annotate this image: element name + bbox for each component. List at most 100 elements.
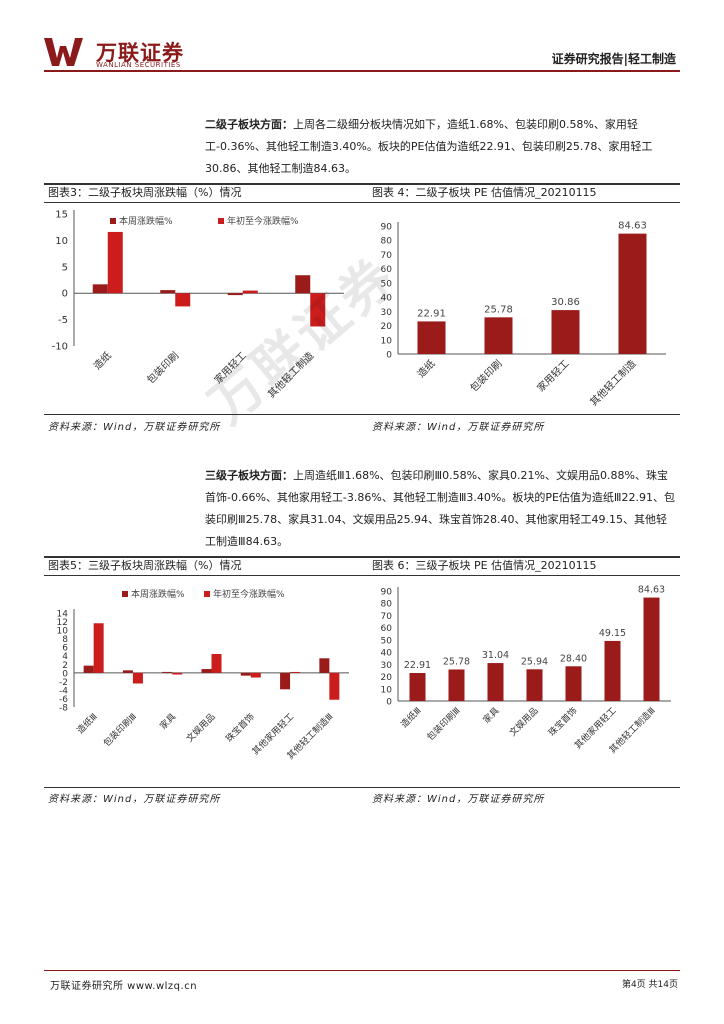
y-tick-label: 30 <box>381 308 393 318</box>
data-label: 84.63 <box>618 221 647 232</box>
y-tick-label: 80 <box>381 237 393 247</box>
figure-bottom-rule <box>44 414 680 415</box>
x-tick-label: 家用轻工 <box>534 357 571 394</box>
figure-4-source: 资料来源：Wind，万联证券研究所 <box>372 422 545 433</box>
chart-tertiary-pe: 90 80 70 60 50 40 30 20 10 0 22.91 25.78 31.04 25.94 2… <box>381 585 671 756</box>
y-tick-label: -5 <box>58 315 68 326</box>
bar <box>201 669 212 673</box>
bar <box>409 672 426 701</box>
footer-rule <box>44 970 680 971</box>
paragraph-lead: 二级子板块方面： <box>205 118 293 131</box>
y-tick-label: 10 <box>381 685 393 695</box>
y-tick-label: 40 <box>381 294 393 304</box>
bar <box>92 284 108 294</box>
bar <box>565 666 582 701</box>
y-tick-label: 10 <box>55 236 68 247</box>
bar <box>132 672 143 684</box>
figure-3-title: 图表3：二级子板块周涨跌幅（%）情况 <box>48 186 242 199</box>
y-tick-label: 60 <box>381 624 393 634</box>
y-tick-label: 4 <box>62 652 68 662</box>
y-tick-label: 90 <box>381 223 393 233</box>
figure-top-rule <box>44 556 680 558</box>
data-label: 31.04 <box>482 650 509 661</box>
bar <box>551 310 580 354</box>
data-label: 25.78 <box>484 304 513 315</box>
bar <box>290 671 301 673</box>
data-label: 30.86 <box>551 297 580 308</box>
y-tick-label: -2 <box>59 678 68 688</box>
bar <box>83 665 94 673</box>
x-tick-label: 包装印刷 <box>467 357 504 394</box>
y-tick-label: 8 <box>62 635 68 645</box>
bar <box>175 293 191 307</box>
data-label: 84.63 <box>638 585 665 596</box>
bar <box>160 290 176 294</box>
x-tick-label: 珠宝首饰 <box>546 705 580 739</box>
x-tick-label: 包装印刷Ⅲ <box>424 705 462 743</box>
bar <box>240 672 251 676</box>
bar <box>211 654 222 673</box>
y-tick-label: 10 <box>57 627 69 637</box>
y-tick-label: -8 <box>59 704 68 714</box>
y-tick-label: 60 <box>381 265 393 275</box>
y-tick-label: 0 <box>386 698 392 708</box>
y-tick-label: 70 <box>381 251 393 261</box>
y-tick-label: 90 <box>381 588 393 598</box>
x-tick-label: 文娱用品 <box>184 711 218 745</box>
y-tick-label: 12 <box>57 618 68 628</box>
bar <box>526 669 543 701</box>
legend-swatch <box>122 591 128 597</box>
figure-title-rule <box>44 575 680 576</box>
y-tick-label: -10 <box>52 342 68 353</box>
data-label: 49.15 <box>599 628 626 639</box>
paragraph-text: 上周造纸Ⅲ1.68%、包装印刷Ⅲ0.58%、家具0.21%、文娱用品0.88%、… <box>205 469 676 548</box>
page-number: 第4页 共14页 <box>621 980 678 990</box>
y-tick-label: 0 <box>62 289 68 300</box>
y-tick-label: 0 <box>62 669 68 679</box>
y-tick-label: 50 <box>381 279 393 289</box>
x-tick-label: 文娱用品 <box>507 705 541 739</box>
bar <box>487 663 504 701</box>
figure-bottom-rule <box>44 787 680 788</box>
y-tick-label: 70 <box>381 612 393 622</box>
data-label: 22.91 <box>417 308 446 319</box>
bar <box>618 233 647 354</box>
legend-swatch <box>218 218 224 224</box>
y-tick-label: 5 <box>62 262 68 273</box>
x-tick-label: 珠宝首饰 <box>223 711 257 745</box>
y-tick-label: 15 <box>55 210 68 221</box>
report-type: 证券研究报告|轻工制造 <box>551 52 676 66</box>
y-tick-label: 6 <box>62 644 68 654</box>
chart-secondary-pe: 90 80 70 60 50 40 30 20 10 0 22.91 25.78 30.86 84.63 造… <box>381 221 666 409</box>
figure-title-rule <box>44 202 680 203</box>
wanlian-logo-icon <box>44 38 83 66</box>
y-tick-label: 20 <box>381 322 393 332</box>
figure-5-title: 图表5：三级子板块周涨跌幅（%）情况 <box>48 559 242 572</box>
data-label: 25.78 <box>443 656 470 667</box>
bar <box>227 293 243 296</box>
y-tick-label: -4 <box>59 686 68 696</box>
bar <box>162 671 173 673</box>
paragraph-text: 上周各二级细分板块情况如下，造纸1.68%、包装印刷0.58%、家用轻工-0.3… <box>205 118 653 175</box>
y-tick-label: 20 <box>381 673 393 683</box>
figure-6-source: 资料来源：Wind，万联证券研究所 <box>372 794 545 805</box>
y-tick-label: 2 <box>62 661 68 671</box>
bar <box>448 669 465 701</box>
data-label: 28.40 <box>560 653 587 664</box>
y-tick-label: 30 <box>381 661 393 671</box>
bar <box>250 672 261 678</box>
x-tick-label: 包装印刷Ⅲ <box>101 711 139 749</box>
x-tick-label: 造纸Ⅲ <box>398 705 424 731</box>
figure-3-source: 资料来源：Wind，万联证券研究所 <box>48 422 221 433</box>
bar <box>329 672 340 700</box>
legend-swatch <box>204 591 210 597</box>
x-tick-label: 包装印刷 <box>144 349 181 386</box>
bar <box>172 672 183 675</box>
logo-text-en: WANLIAN SECURITIES <box>96 61 181 69</box>
logo-text-cn: 万联证券 <box>96 41 184 65</box>
x-tick-label: 其他轻工制造 <box>587 357 639 409</box>
x-tick-label: 造纸 <box>91 349 114 372</box>
y-tick-label: 80 <box>381 600 393 610</box>
